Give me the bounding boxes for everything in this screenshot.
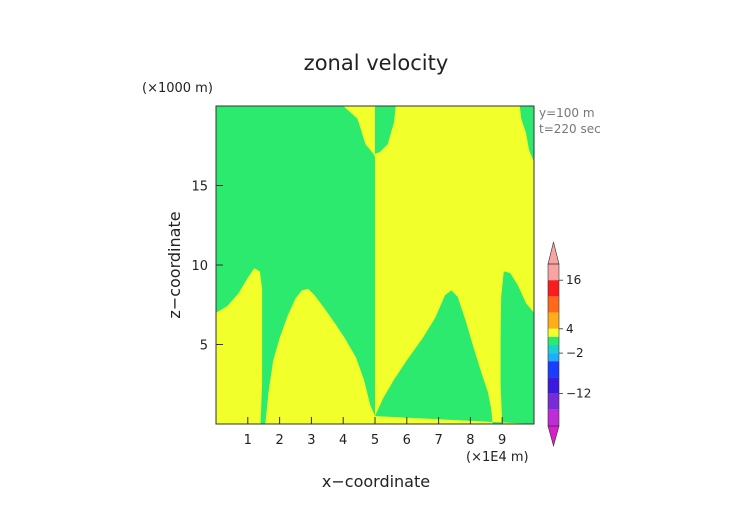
colorbar-frame <box>547 263 560 427</box>
x-unit-label: (×1E4 m) <box>466 450 529 465</box>
y-tick-label: 15 <box>191 180 208 195</box>
x-tick-label: 8 <box>466 433 474 448</box>
colorbar-label: −2 <box>566 346 584 360</box>
x-axis-label: x−coordinate <box>322 472 430 491</box>
colorbar-top-cap <box>547 241 560 265</box>
x-tick-label: 7 <box>434 433 442 448</box>
x-ticks: 1 2 3 4 5 6 7 8 9 <box>244 417 506 448</box>
annotation-y: y=100 m <box>539 106 595 120</box>
colorbar-segment <box>548 345 559 354</box>
x-tick-label: 3 <box>307 433 315 448</box>
colorbar-segment <box>548 280 559 297</box>
y-axis-label: z−coordinate <box>165 211 184 318</box>
colorbar-label: 16 <box>566 273 581 287</box>
x-tick-label: 1 <box>244 433 252 448</box>
x-tick-label: 2 <box>275 433 283 448</box>
region-left-green <box>216 106 375 424</box>
y-unit-label: (×1000 m) <box>142 81 213 96</box>
x-tick-label: 4 <box>339 433 347 448</box>
colorbar-segment <box>548 393 559 410</box>
colorbar-segment <box>548 377 559 394</box>
x-tick-label: 5 <box>371 433 379 448</box>
y-tick-label: 10 <box>191 259 208 274</box>
regions-layer <box>216 106 534 424</box>
chart-title: zonal velocity <box>304 51 449 75</box>
colorbar-segment <box>548 264 559 281</box>
colorbar-bottom-cap <box>547 425 560 448</box>
colorbar-segment <box>548 296 559 313</box>
colorbar: 16 4 −2 −12 <box>547 241 591 448</box>
plot-area: 1 2 3 4 5 6 7 8 9 5 10 15 <box>191 105 535 448</box>
colorbar-segment <box>548 353 559 362</box>
x-tick-label: 6 <box>403 433 411 448</box>
colorbar-segment <box>548 336 559 345</box>
colorbar-label: 4 <box>566 322 574 336</box>
colorbar-segment <box>548 312 559 329</box>
colorbar-segment <box>548 328 559 337</box>
colorbar-label: −12 <box>566 387 591 401</box>
annotation-t: t=220 sec <box>539 122 601 136</box>
region-right-green <box>375 271 534 424</box>
region-top-green-lobe <box>375 106 396 154</box>
x-tick-label: 9 <box>498 433 506 448</box>
region-top-right-green <box>519 106 534 162</box>
colorbar-segment <box>548 361 559 378</box>
colorbar-segment <box>548 409 559 426</box>
y-tick-label: 5 <box>200 339 208 354</box>
y-ticks: 5 10 15 <box>191 180 223 354</box>
